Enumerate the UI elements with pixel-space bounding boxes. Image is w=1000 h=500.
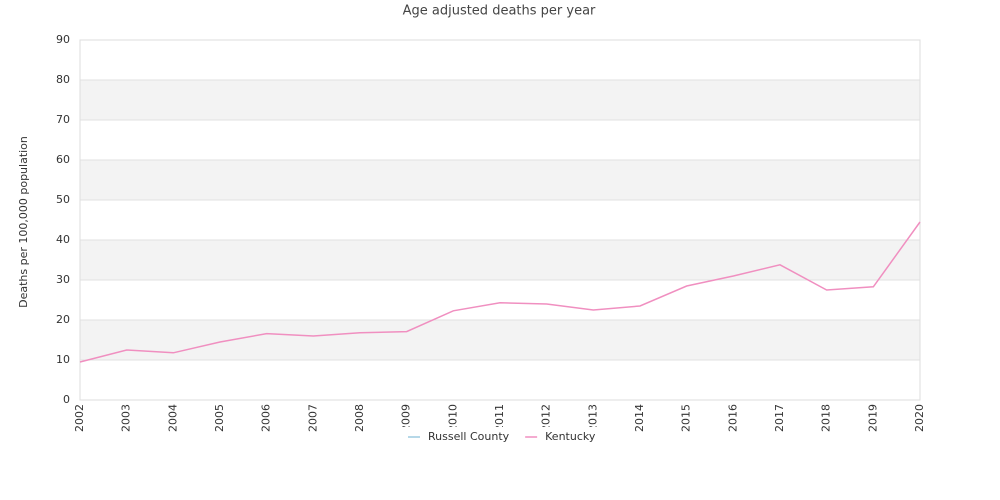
x-tick-label: 2017 — [773, 404, 786, 432]
legend-label: Russell County — [428, 430, 510, 443]
y-tick-label: 20 — [56, 313, 70, 326]
y-tick-label: 70 — [56, 113, 70, 126]
x-tick-label: 2003 — [120, 404, 133, 432]
line-series — [79, 221, 921, 363]
x-tick-label: 2008 — [353, 404, 366, 432]
y-tick-label: 80 — [56, 73, 70, 86]
x-tick-label: 2016 — [726, 404, 739, 432]
x-tick-label: 2020 — [913, 404, 926, 432]
x-tick-label: 2012 — [540, 404, 553, 432]
y-tick-label: 10 — [56, 353, 70, 366]
y-tick-label: 50 — [56, 193, 70, 206]
x-tick-label: 2019 — [866, 404, 879, 432]
legend-label: Kentucky — [545, 430, 596, 443]
grid-band — [80, 320, 920, 360]
y-tick-label: 0 — [63, 393, 70, 406]
grid-band — [80, 240, 920, 280]
y-tick-label: 60 — [56, 153, 70, 166]
plot-border — [79, 39, 921, 401]
y-tick-label: 90 — [56, 33, 70, 46]
x-tick-label: 2005 — [213, 404, 226, 432]
x-tick-label: 2013 — [586, 404, 599, 432]
grid-band — [80, 80, 920, 120]
x-tick-label: 2002 — [73, 404, 86, 432]
x-tick-label: 2009 — [400, 404, 413, 432]
x-tick-label: 2007 — [306, 404, 319, 432]
x-tick-label: 2011 — [493, 404, 506, 432]
x-tick-label: 2006 — [260, 404, 273, 432]
x-tick-label: 2004 — [166, 404, 179, 432]
y-tick-label: 40 — [56, 233, 70, 246]
grid-band — [80, 160, 920, 200]
y-tick-label: 30 — [56, 273, 70, 286]
legend-background — [396, 427, 606, 447]
y-axis-label: Deaths per 100,000 population — [17, 136, 30, 308]
x-tick-label: 2015 — [680, 404, 693, 432]
x-tick-label: 2014 — [633, 404, 646, 432]
x-tick-label: 2010 — [446, 404, 459, 432]
chart-title: Age adjusted deaths per year — [403, 4, 596, 19]
x-tick-label: 2018 — [820, 404, 833, 432]
